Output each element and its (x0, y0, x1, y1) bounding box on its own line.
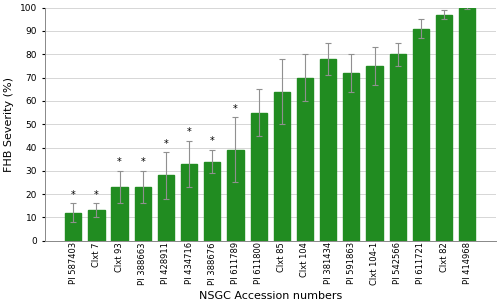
Bar (413, 29, 429, 241)
Bar (459, 8, 475, 241)
Bar (65, 213, 82, 241)
Bar (134, 187, 151, 241)
Text: *: * (71, 190, 76, 200)
Bar (366, 66, 382, 241)
Bar (204, 162, 220, 241)
Text: *: * (233, 104, 238, 114)
Bar (436, 15, 452, 241)
Bar (343, 73, 359, 241)
Bar (390, 54, 406, 241)
Bar (297, 77, 313, 241)
Y-axis label: FHB Severity (%): FHB Severity (%) (4, 77, 14, 172)
Bar (228, 150, 244, 241)
Text: *: * (94, 190, 99, 200)
Bar (88, 210, 104, 241)
Bar (158, 175, 174, 241)
Bar (112, 187, 128, 241)
Text: *: * (186, 127, 192, 137)
X-axis label: NSGC Accession numbers: NSGC Accession numbers (198, 291, 342, 301)
Text: *: * (164, 139, 168, 149)
Text: *: * (140, 157, 145, 167)
Bar (320, 59, 336, 241)
Text: *: * (117, 157, 122, 167)
Text: *: * (210, 136, 214, 146)
Bar (250, 113, 266, 241)
Bar (181, 164, 197, 241)
Bar (274, 92, 290, 241)
